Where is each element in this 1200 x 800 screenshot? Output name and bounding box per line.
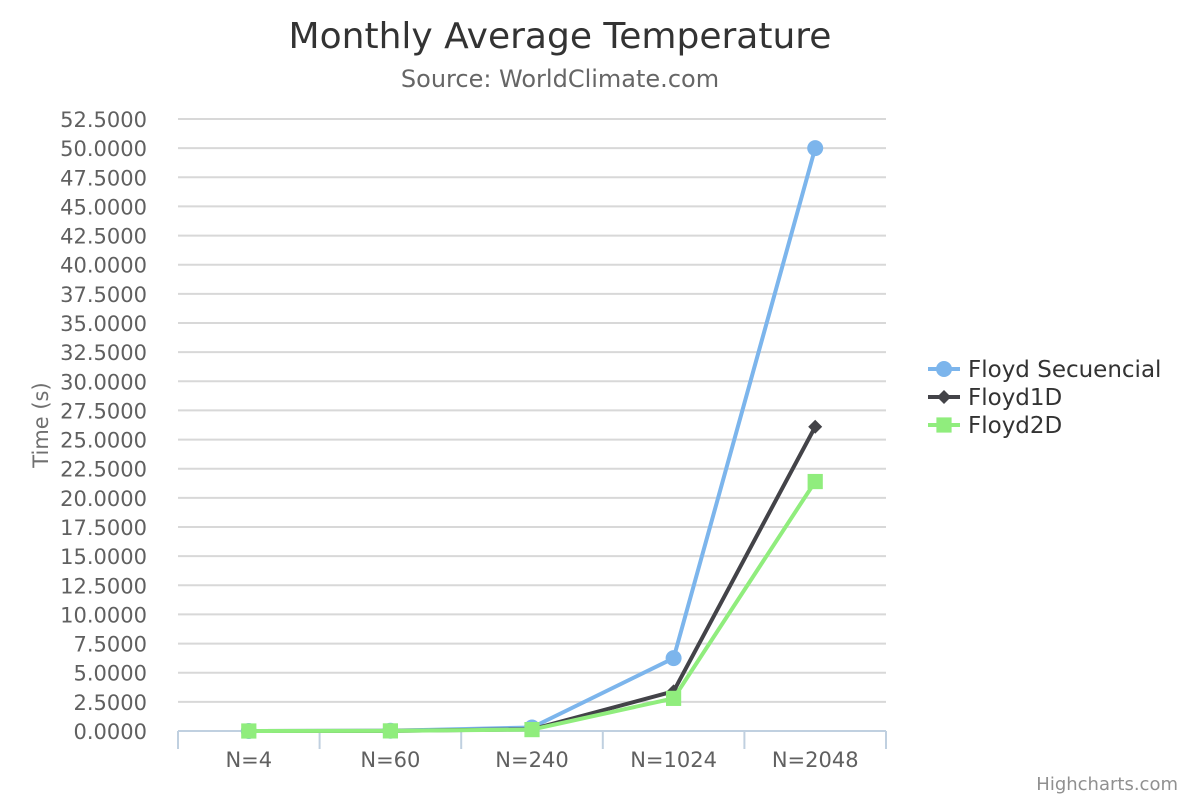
y-tick-label: 15.0000 (60, 545, 147, 569)
y-tick-label: 5.0000 (74, 662, 147, 686)
series-line[interactable] (246, 479, 818, 733)
grid (178, 118, 886, 703)
y-tick-label: 10.0000 (60, 603, 147, 627)
chart-title: Monthly Average Temperature (289, 16, 832, 57)
data-point[interactable] (524, 722, 540, 738)
legend-marker (936, 417, 952, 433)
y-tick-label: 22.5000 (60, 458, 147, 482)
y-tick-label: 40.0000 (60, 254, 147, 278)
data-point[interactable] (666, 690, 682, 706)
y-tick-label: 12.5000 (60, 574, 147, 598)
y-tick-label: 7.5000 (74, 633, 147, 657)
y-tick-label: 2.5000 (74, 691, 147, 715)
y-tick-label: 20.0000 (60, 487, 147, 511)
data-point[interactable] (382, 723, 398, 739)
y-tick-label: 30.0000 (60, 370, 147, 394)
y-tick-label: 50.0000 (60, 137, 147, 161)
credits-link[interactable]: Highcharts.com (1036, 774, 1178, 795)
y-tick-label: 25.0000 (60, 429, 147, 453)
x-tick-label: N=60 (360, 748, 420, 772)
legend-item[interactable]: Floyd1D (928, 385, 1062, 411)
y-tick-label: 47.5000 (60, 166, 147, 190)
legend-marker (936, 361, 952, 377)
legend-item[interactable]: Floyd2D (928, 413, 1062, 439)
legend-marker (937, 390, 951, 404)
x-tick-label: N=1024 (630, 748, 717, 772)
data-point[interactable] (807, 473, 823, 490)
x-tick-label: N=240 (495, 748, 568, 772)
y-tick-label: 42.5000 (60, 225, 147, 249)
series-group (241, 473, 823, 739)
y-tick-label: 45.0000 (60, 195, 147, 219)
legend-label: Floyd1D (968, 385, 1062, 411)
legend-item[interactable]: Floyd Secuencial (928, 357, 1161, 383)
series-group (241, 419, 823, 738)
data-point[interactable] (241, 723, 257, 739)
data-point[interactable] (807, 140, 824, 157)
y-tick-label: 35.0000 (60, 312, 147, 336)
y-tick-label: 0.0000 (74, 720, 147, 744)
y-tick-label: 52.5000 (60, 108, 147, 132)
legend-label: Floyd2D (968, 413, 1062, 439)
y-tick-label: 32.5000 (60, 341, 147, 365)
chart-subtitle: Source: WorldClimate.com (401, 65, 719, 93)
data-point[interactable] (665, 650, 682, 667)
legend-label: Floyd Secuencial (968, 357, 1161, 383)
y-tick-label: 17.5000 (60, 516, 147, 540)
x-tick-label: N=4 (225, 748, 272, 772)
y-tick-label: 27.5000 (60, 399, 147, 423)
series (240, 140, 824, 739)
series-line[interactable] (246, 424, 818, 733)
y-axis: 0.0000 2.5000 5.0000 7.5000 10.0000 12.5000 15… (60, 108, 147, 744)
data-point[interactable] (808, 419, 823, 434)
y-tick-label: 37.5000 (60, 283, 147, 307)
x-tick-label: N=2048 (772, 748, 859, 772)
y-axis-label: Time (s) (29, 382, 53, 468)
